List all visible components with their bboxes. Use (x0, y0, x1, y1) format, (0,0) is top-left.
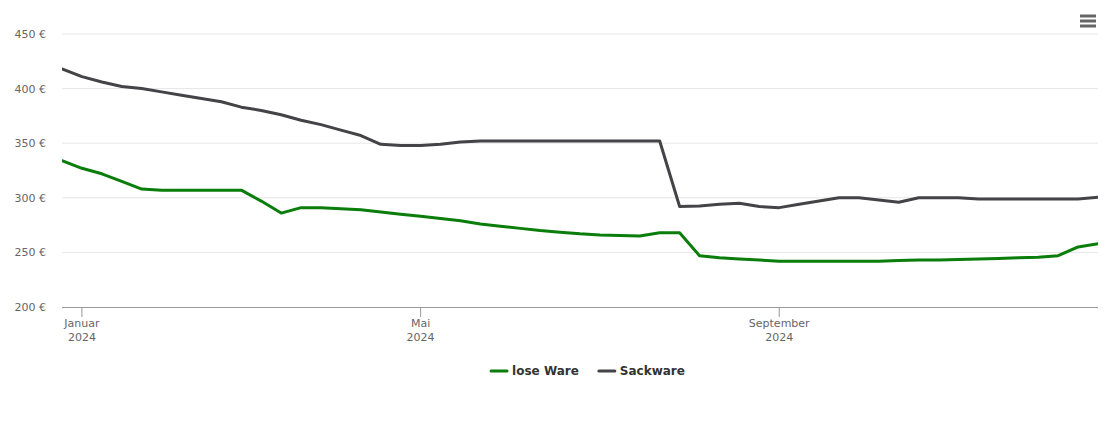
y-tick-label: 200 € (15, 301, 47, 314)
plot-area (62, 69, 1098, 261)
x-tick-label-line: September (749, 317, 810, 330)
menu-bar (1080, 20, 1096, 23)
grid-line (62, 34, 1098, 35)
x-tick (420, 307, 421, 317)
y-tick-label: 300 € (15, 192, 47, 205)
legend-label: Sackware (620, 364, 685, 378)
y-axis-line (62, 34, 63, 307)
x-tick-label: Mai2024 (407, 317, 435, 344)
x-tick-label-line: 2024 (765, 331, 793, 344)
menu-button[interactable] (1080, 15, 1096, 28)
x-tick-label-line: Mai (411, 317, 430, 330)
x-tick (81, 307, 82, 317)
x-axis-line (62, 307, 1098, 308)
y-tick-label: 450 € (15, 28, 47, 41)
series-line (62, 69, 1098, 208)
y-tick-label: 350 € (15, 137, 47, 150)
chart-svg: 200 €250 €300 €350 €400 €450 €Januar2024… (0, 0, 1110, 422)
x-tick-label-line: 2024 (407, 331, 435, 344)
y-tick-label: 250 € (15, 246, 47, 259)
x-tick-label: Januar2024 (63, 317, 100, 344)
chart-container: 200 €250 €300 €350 €400 €450 €Januar2024… (0, 0, 1110, 422)
legend-swatch (599, 370, 615, 373)
legend-swatch (491, 370, 507, 373)
grid-line (62, 143, 1098, 144)
x-tick-label: September2024 (749, 317, 810, 344)
grid-line (62, 252, 1098, 253)
x-tick-label-line: Januar (63, 317, 100, 330)
legend-label: lose Ware (512, 364, 579, 378)
x-tick-label-line: 2024 (68, 331, 96, 344)
menu-bar (1080, 25, 1096, 28)
menu-bar (1080, 15, 1096, 18)
x-tick (779, 307, 780, 317)
legend: lose Ware Sackware (491, 364, 685, 378)
series-line (62, 161, 1098, 261)
grid-line (62, 88, 1098, 89)
y-tick-label: 400 € (15, 83, 47, 96)
